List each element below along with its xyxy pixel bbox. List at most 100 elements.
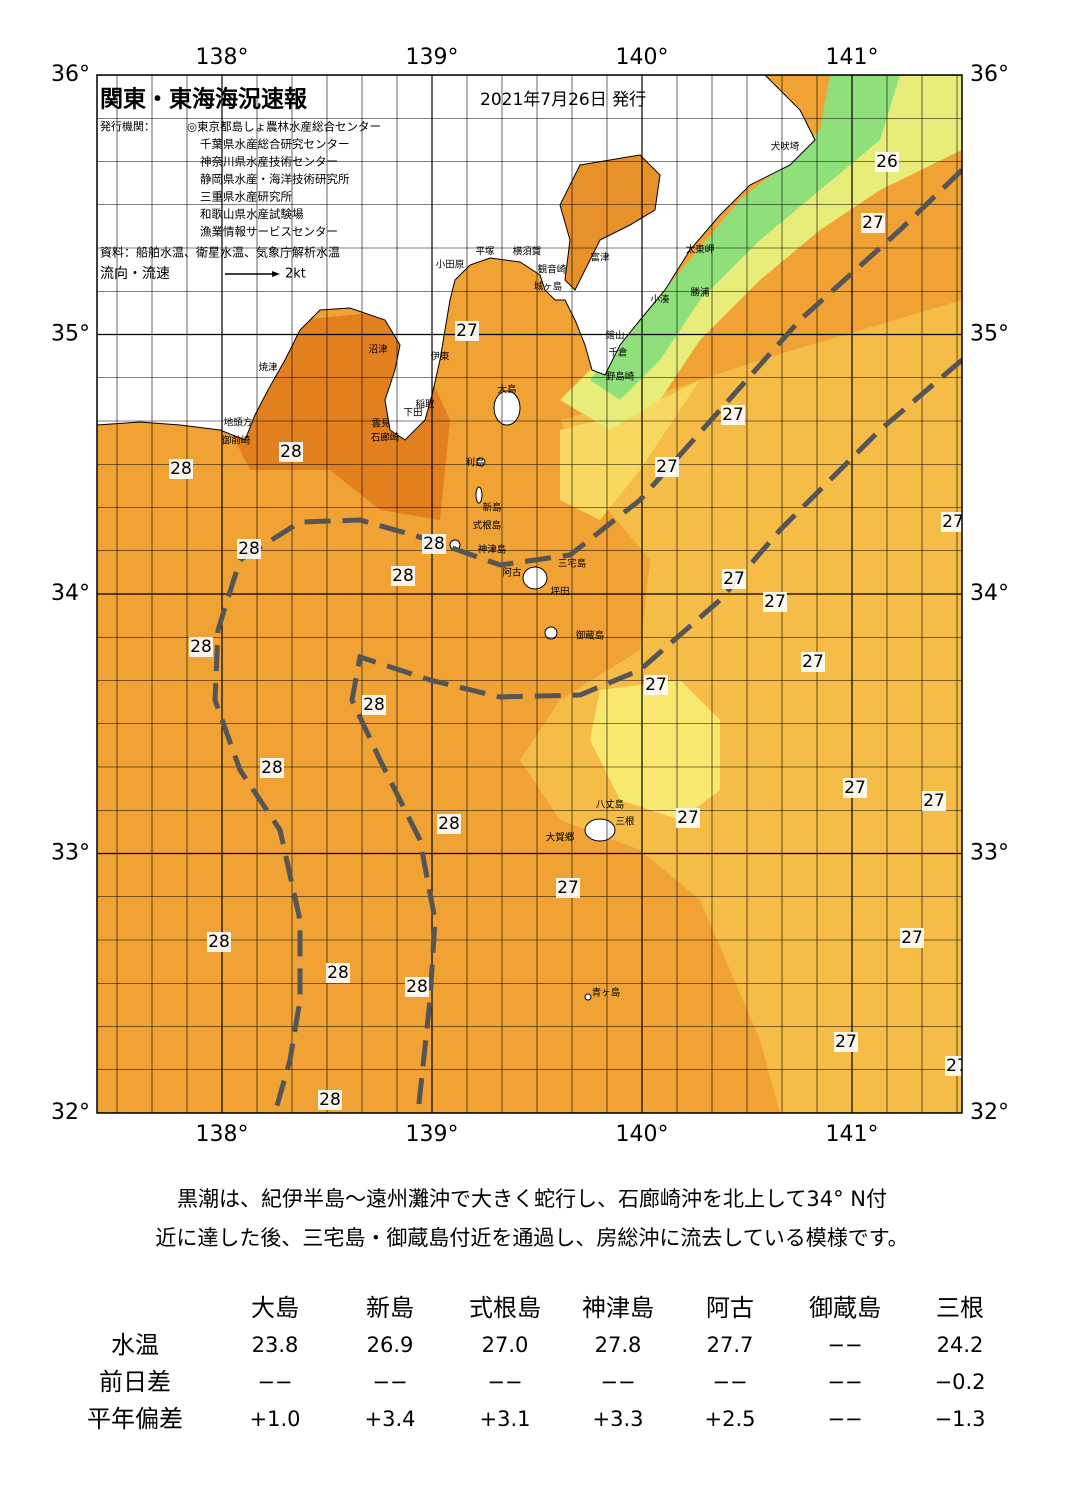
temp-label-bg [721, 405, 745, 425]
map-labels: 26 27 27 27 27 27 28 28 28 28 28 27 27 28 27 27 28 28 27 27… [169, 141, 968, 1110]
issuer: 神奈川県水産技術センター [200, 155, 338, 169]
temp-label: 28 [261, 758, 283, 778]
temp-label-bg [455, 321, 479, 341]
temp-label: 27 [835, 1032, 857, 1052]
lat-label-right: 36° [970, 62, 1009, 87]
place-label: 利島 [465, 457, 484, 469]
temp-label: 28 [190, 637, 212, 657]
table-cell: −− [600, 1370, 635, 1394]
table-cell: −− [487, 1370, 522, 1394]
kuroshio-path [349, 358, 962, 1113]
table-cell: +3.3 [593, 1407, 644, 1431]
table-cell: +3.1 [480, 1407, 531, 1431]
place-label: 御蔵島 [576, 630, 605, 642]
table-header: 三根 [936, 1294, 984, 1322]
place-label: 勝浦 [690, 287, 710, 299]
issuer: ◎東京都島しょ農林水産総合センター [187, 120, 381, 134]
temp-label: 27 [844, 778, 866, 798]
lat-label-right: 35° [970, 322, 1009, 347]
temp-label: 27 [764, 592, 786, 612]
issuer: 静岡県水産・海洋技術研究所 [200, 172, 350, 186]
temp-label: 28 [170, 459, 192, 479]
place-label: 三根 [615, 816, 635, 828]
sea-zone [560, 380, 700, 520]
temp-label-bg [422, 534, 446, 554]
temp-label-bg [922, 791, 946, 811]
table-header: 神津島 [582, 1294, 654, 1322]
island [584, 818, 616, 842]
lat-label-left: 32° [51, 1100, 90, 1125]
place-label: 式根島 [473, 520, 502, 532]
temp-label-bg [556, 878, 580, 898]
temp-label-bg [237, 539, 261, 559]
sea-zone [230, 310, 450, 520]
temp-label-bg [763, 592, 787, 612]
temp-label: 28 [392, 566, 414, 586]
temp-label: 28 [363, 695, 385, 715]
temp-label-bg [875, 152, 899, 172]
place-label: 青ヶ島 [592, 987, 621, 999]
table-cell: 24.2 [937, 1333, 984, 1357]
place-label: 城ヶ島 [534, 281, 563, 293]
table-cell: −− [257, 1370, 292, 1394]
place-label: 大賀郷 [546, 832, 575, 844]
temp-label: 28 [406, 977, 428, 997]
table-cell: −− [827, 1333, 862, 1357]
temp-label: 28 [238, 539, 260, 559]
table-cell: +2.5 [705, 1407, 756, 1431]
place-label: 焼津 [258, 362, 278, 374]
temp-label: 28 [438, 814, 460, 834]
temp-label-bg [169, 459, 193, 479]
row-label: 前日差 [99, 1368, 171, 1396]
issue-date: 2021年7月26日 発行 [480, 90, 646, 110]
lon-label-top: 141° [826, 45, 879, 70]
issuer: 千葉県水産総合研究センター [200, 137, 350, 151]
temp-label-bg [318, 1090, 342, 1110]
summary-line: 近に達した後、三宅島・御蔵島付近を通過し、房総沖に流去している模様です。 [155, 1226, 908, 1250]
place-label: 小湊 [650, 294, 670, 306]
temp-label-bg [362, 695, 386, 715]
table-cell: +1.0 [250, 1407, 301, 1431]
lon-label-bottom: 139° [406, 1122, 459, 1147]
temp-label: 27 [802, 652, 824, 672]
table-header: 新島 [366, 1294, 414, 1322]
temp-label-bg [861, 213, 885, 233]
table-cell: −− [712, 1370, 747, 1394]
temp-label: 28 [327, 963, 349, 983]
temp-label: 28 [319, 1090, 341, 1110]
table-header: 御蔵島 [809, 1294, 881, 1322]
temp-label-bg [189, 637, 213, 657]
temp-label: 27 [677, 808, 699, 828]
place-label: 館山 [605, 330, 624, 342]
temp-label-bg [900, 928, 924, 948]
temp-label-bg [437, 814, 461, 834]
place-label: 新島 [482, 502, 501, 514]
lon-label-top: 138° [196, 45, 249, 70]
table-cell: −− [827, 1370, 862, 1394]
map-frame [96, 74, 963, 1114]
temp-label-bg [391, 566, 415, 586]
island [493, 390, 521, 426]
temp-label-bg [326, 963, 350, 983]
temp-label: 27 [946, 1056, 968, 1076]
place-label: 犬吠埼 [771, 141, 800, 153]
temp-label-bg [801, 652, 825, 672]
map: 26 27 27 27 27 27 28 28 28 28 28 27 27 28 27 27 28 28 27 27… [97, 75, 968, 1113]
issuer: 漁業情報サービスセンター [200, 225, 338, 239]
temp-label: 27 [722, 405, 744, 425]
place-label: 横須賀 [513, 246, 542, 258]
place-label: 野島崎 [606, 371, 635, 383]
place-label: 富津 [590, 252, 610, 264]
place-label: 沼津 [368, 345, 388, 356]
issuer: 和歌山県水産試験場 [200, 207, 304, 221]
issuer-label: 発行機関： [100, 119, 155, 133]
lon-label-bottom: 141° [826, 1122, 879, 1147]
sea-zone [590, 75, 900, 400]
place-label: 坪田 [550, 586, 569, 598]
island [475, 486, 483, 504]
place-label: 阿古 [502, 567, 522, 579]
place-label: 稲取 [415, 399, 435, 411]
lon-label-bottom: 138° [196, 1122, 249, 1147]
temp-label-bg [722, 569, 746, 589]
